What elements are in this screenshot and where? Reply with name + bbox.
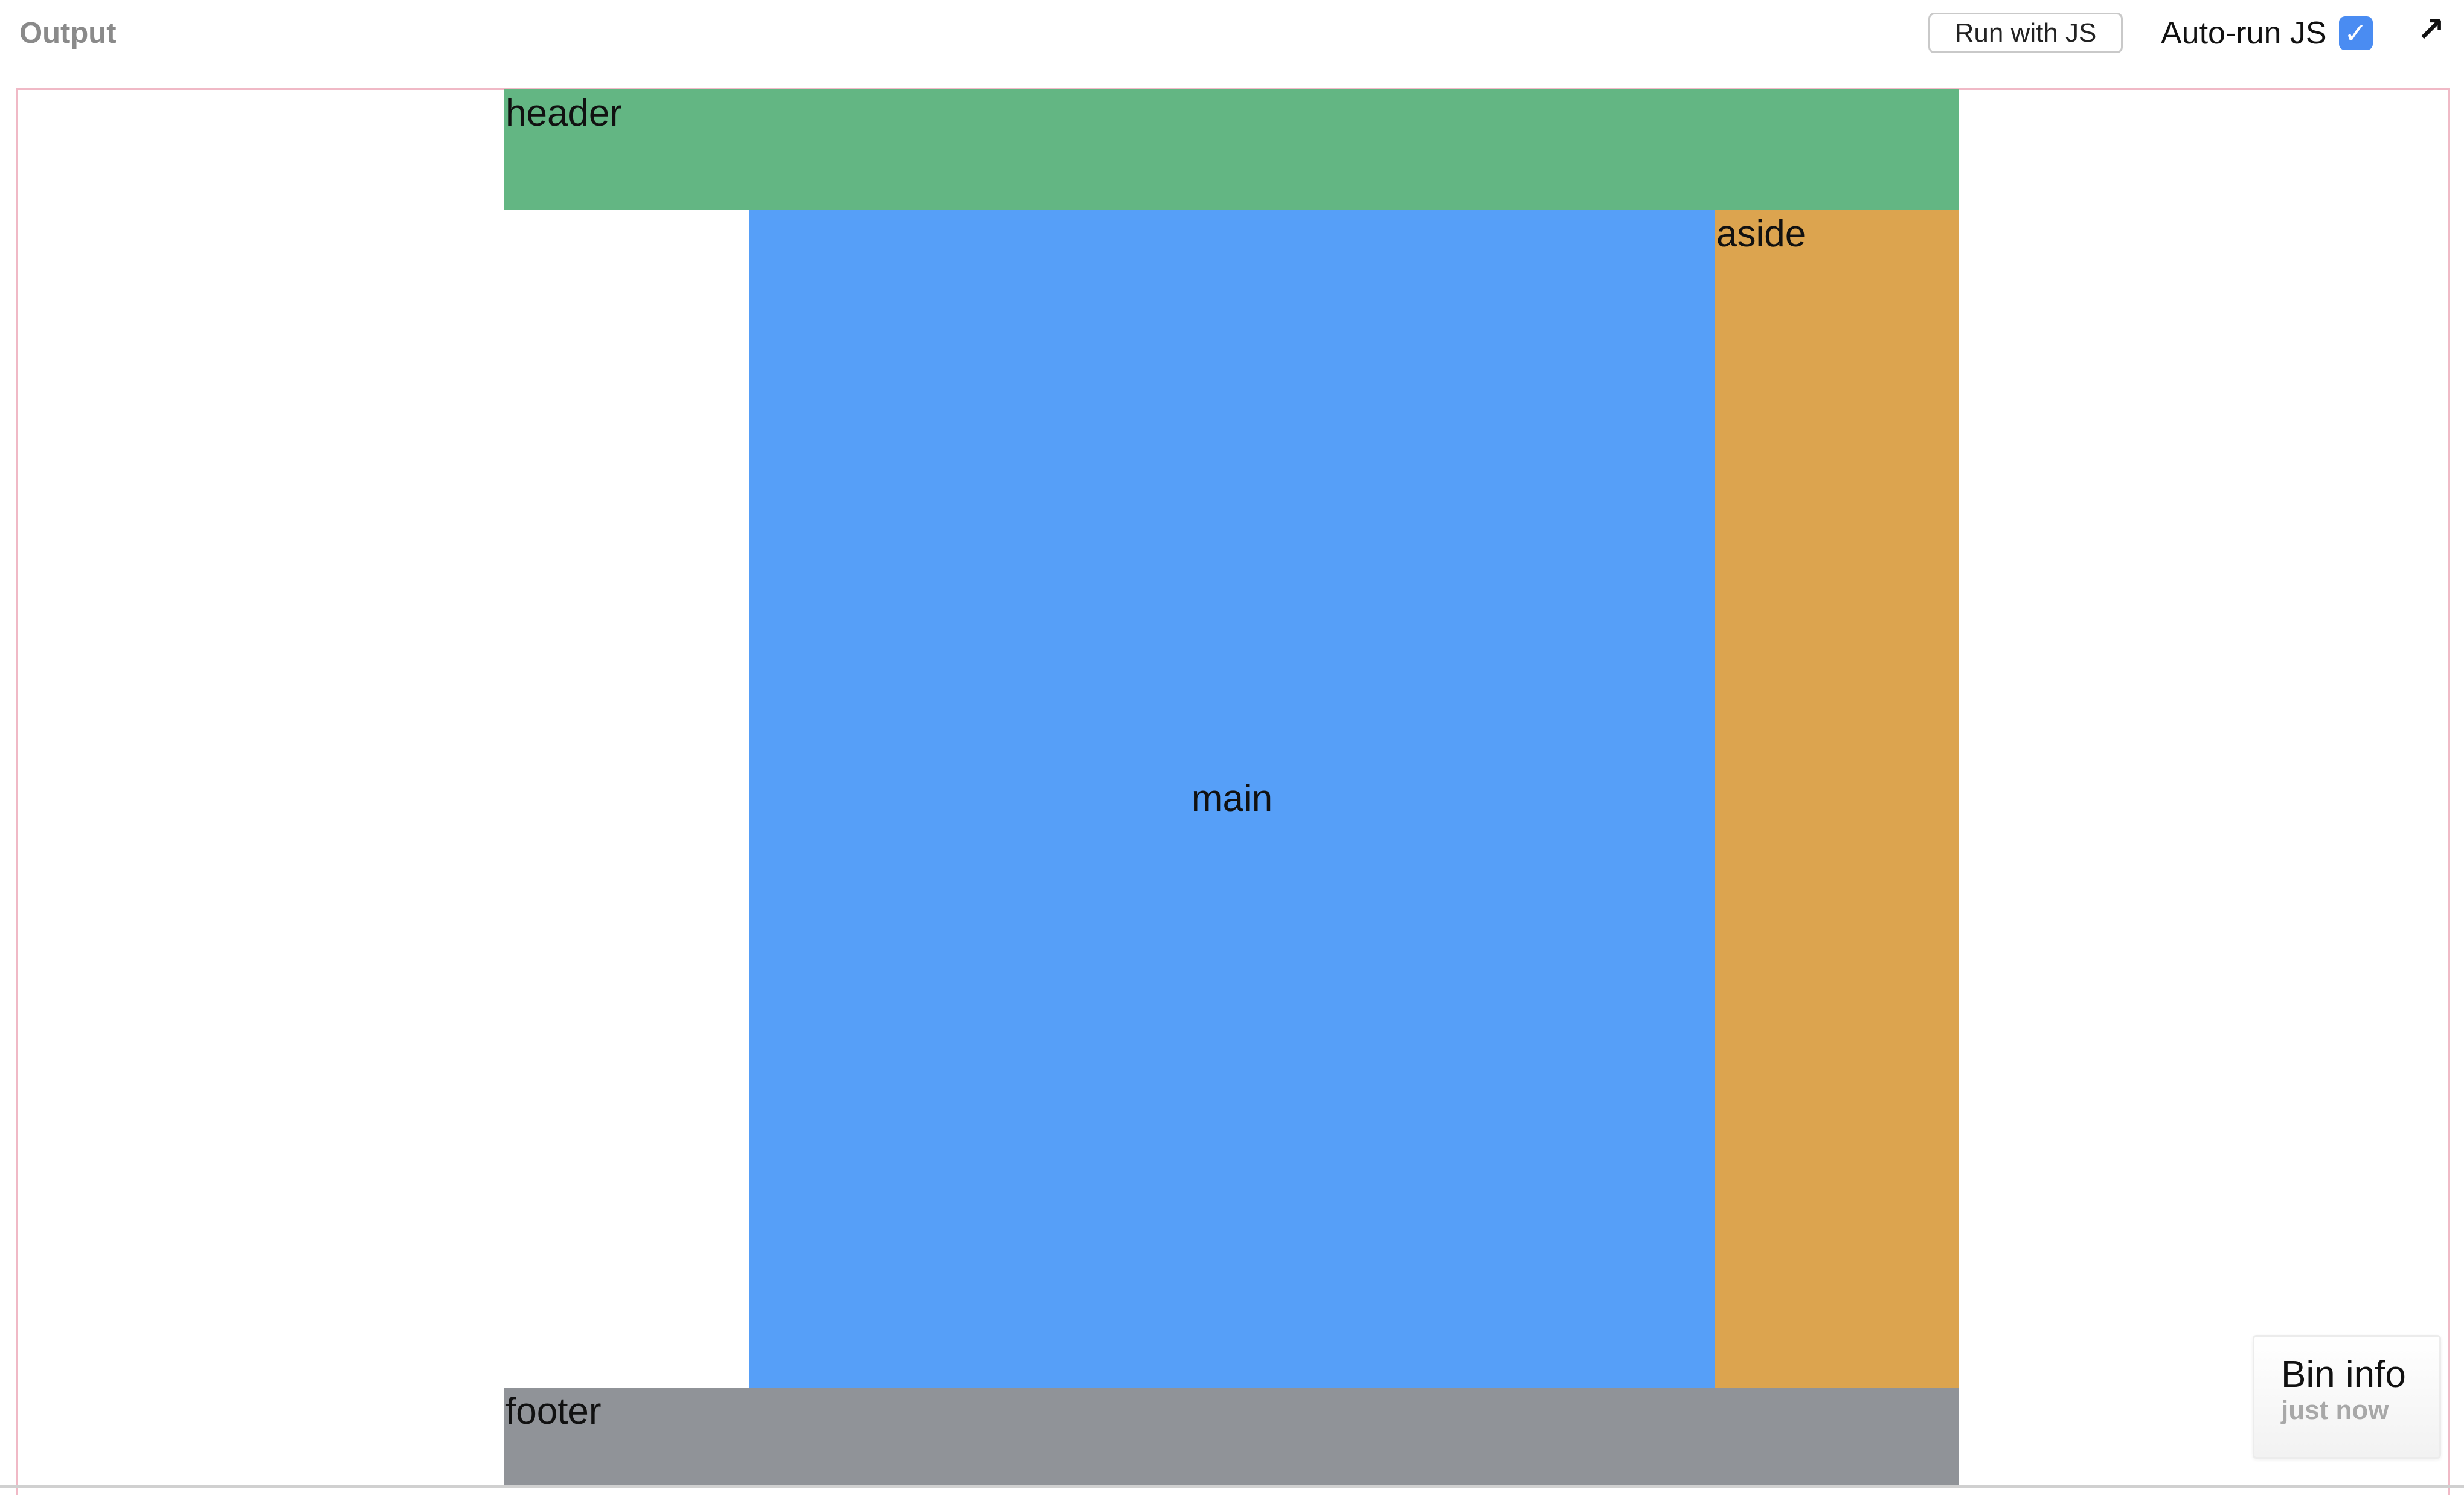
- bin-info-title: Bin info: [2281, 1354, 2406, 1395]
- layout-aside: aside: [1715, 210, 1959, 1388]
- bin-info-timestamp: just now: [2281, 1395, 2389, 1425]
- header-label: header: [505, 92, 623, 134]
- panel-title: Output: [19, 17, 117, 50]
- main-label: main: [1191, 778, 1273, 819]
- aside-label: aside: [1716, 213, 1806, 255]
- bin-info-card[interactable]: Bin info just now: [2253, 1335, 2441, 1459]
- layout-main: main: [749, 210, 1715, 1388]
- layout-header: header: [504, 89, 1959, 210]
- bottom-divider: [0, 1485, 2464, 1488]
- autorun-checkbox[interactable]: ✓: [2338, 16, 2373, 50]
- autorun-toggle[interactable]: Auto-run JS ✓: [2161, 13, 2373, 53]
- output-toolbar: Output Run with JS Auto-run JS ✓ ↗: [0, 0, 2464, 88]
- footer-label: footer: [505, 1391, 602, 1432]
- layout-footer: footer: [504, 1388, 1959, 1485]
- popout-arrow-icon[interactable]: ↗: [2416, 10, 2445, 50]
- autorun-label: Auto-run JS: [2161, 16, 2327, 51]
- checkmark-icon: ✓: [2344, 17, 2367, 50]
- run-with-js-button[interactable]: Run with JS: [1928, 13, 2123, 53]
